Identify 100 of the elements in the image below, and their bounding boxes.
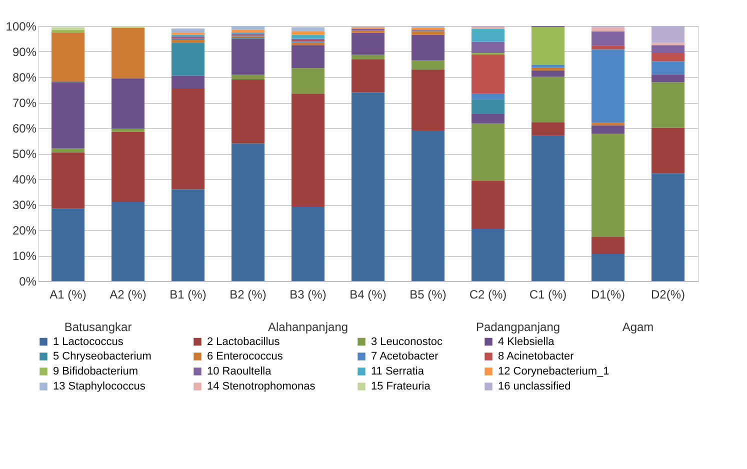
legend-label: 13 Staphylococcus xyxy=(53,380,146,392)
bar xyxy=(652,45,684,54)
bar xyxy=(472,181,504,229)
bar xyxy=(532,122,564,136)
bar xyxy=(292,94,324,208)
x-tick-label: B2 (%) xyxy=(230,288,266,302)
bar xyxy=(172,42,204,76)
bar xyxy=(592,254,624,281)
y-tick-label: 30% xyxy=(12,198,37,212)
bar xyxy=(532,65,564,68)
legend-label: 1 Lactococcus xyxy=(53,336,124,348)
y-tick-label: 100% xyxy=(6,20,37,34)
legend-label: 11 Serratia xyxy=(371,366,425,378)
bar xyxy=(112,128,144,132)
bar xyxy=(412,69,444,131)
bar xyxy=(352,30,384,33)
bar xyxy=(592,27,624,32)
bar xyxy=(172,76,204,88)
legend-label: 14 Stenotrophomonas xyxy=(207,380,316,392)
bar xyxy=(292,68,324,94)
bar xyxy=(472,94,504,100)
bar xyxy=(532,27,564,66)
y-tick-label: 80% xyxy=(12,70,37,84)
x-tick-label: D2(%) xyxy=(650,288,686,302)
bar xyxy=(232,26,264,30)
bar xyxy=(532,136,564,281)
bar xyxy=(232,74,264,80)
bar xyxy=(412,60,444,70)
x-tick-label: B5 (%) xyxy=(410,288,446,302)
y-tick-label: 20% xyxy=(12,224,37,238)
x-tick-label: C2 (%) xyxy=(469,288,507,302)
bar xyxy=(112,28,144,78)
bar xyxy=(52,148,84,152)
bar xyxy=(292,45,324,68)
bar xyxy=(532,76,564,122)
bar xyxy=(592,46,624,50)
bar xyxy=(352,92,384,281)
y-tick-label: 50% xyxy=(12,147,37,161)
x-tick-label: B1 (%) xyxy=(170,288,206,302)
legend-label: 16 unclassified xyxy=(498,380,571,392)
bar xyxy=(352,59,384,92)
bar xyxy=(652,53,684,62)
bar xyxy=(412,34,444,60)
x-tick-label: A1 (%) xyxy=(50,288,86,302)
bar xyxy=(52,82,84,148)
bar xyxy=(52,32,84,82)
bar xyxy=(652,26,684,43)
bar xyxy=(172,28,204,32)
text: Padangpanjang xyxy=(476,320,560,334)
x-tick-label: C1 (%) xyxy=(529,288,567,302)
bar xyxy=(592,49,624,123)
bar xyxy=(52,30,84,32)
bar xyxy=(592,31,624,46)
legend-label: 12 Corynebacterium_1 xyxy=(498,366,610,378)
bar xyxy=(292,27,324,32)
legend-label: 5 Chryseobacterium xyxy=(53,350,152,362)
bar xyxy=(652,61,684,74)
bar xyxy=(292,31,324,35)
bar xyxy=(172,32,204,35)
bar xyxy=(472,54,504,94)
bar xyxy=(172,40,204,43)
x-tick-label: B3 (%) xyxy=(290,288,326,302)
bar xyxy=(412,130,444,281)
x-tick-label: D1(%) xyxy=(590,288,626,302)
x-tick-label: B4 (%) xyxy=(350,288,386,302)
bar xyxy=(592,125,624,134)
bar xyxy=(472,99,504,114)
y-tick-label: 10% xyxy=(12,249,37,263)
bar xyxy=(652,74,684,82)
text: Agam xyxy=(622,320,654,334)
bar xyxy=(472,42,504,54)
bar xyxy=(472,29,504,42)
bar xyxy=(292,42,324,46)
bar xyxy=(232,143,264,281)
bar xyxy=(52,208,84,281)
text: Alahanpanjang xyxy=(268,320,348,334)
legend-label: 8 Acinetobacter xyxy=(498,350,574,362)
legend-label: 10 Raoultella xyxy=(207,366,272,378)
bar xyxy=(592,236,624,254)
bar xyxy=(472,228,504,281)
legend-label: 4 Klebsiella xyxy=(498,336,556,348)
y-tick-label: 90% xyxy=(12,45,37,59)
legend-label: 15 Frateuria xyxy=(371,380,432,392)
legend-label: 3 Leuconostoc xyxy=(371,336,444,348)
y-tick-label: 70% xyxy=(12,96,37,110)
bar xyxy=(352,54,384,60)
bar xyxy=(472,114,504,124)
y-tick-label: 0% xyxy=(19,274,37,288)
text: Batusangkar xyxy=(64,320,132,334)
bar xyxy=(112,202,144,281)
bar xyxy=(652,128,684,174)
bar xyxy=(112,132,144,202)
bar xyxy=(232,30,264,32)
bar xyxy=(352,32,384,55)
bar xyxy=(592,134,624,237)
bar xyxy=(412,31,444,35)
legend-label: 2 Lactobacillus xyxy=(207,336,280,348)
x-tick-label: A2 (%) xyxy=(110,288,146,302)
y-tick-label: 60% xyxy=(12,122,37,136)
bar xyxy=(532,70,564,77)
